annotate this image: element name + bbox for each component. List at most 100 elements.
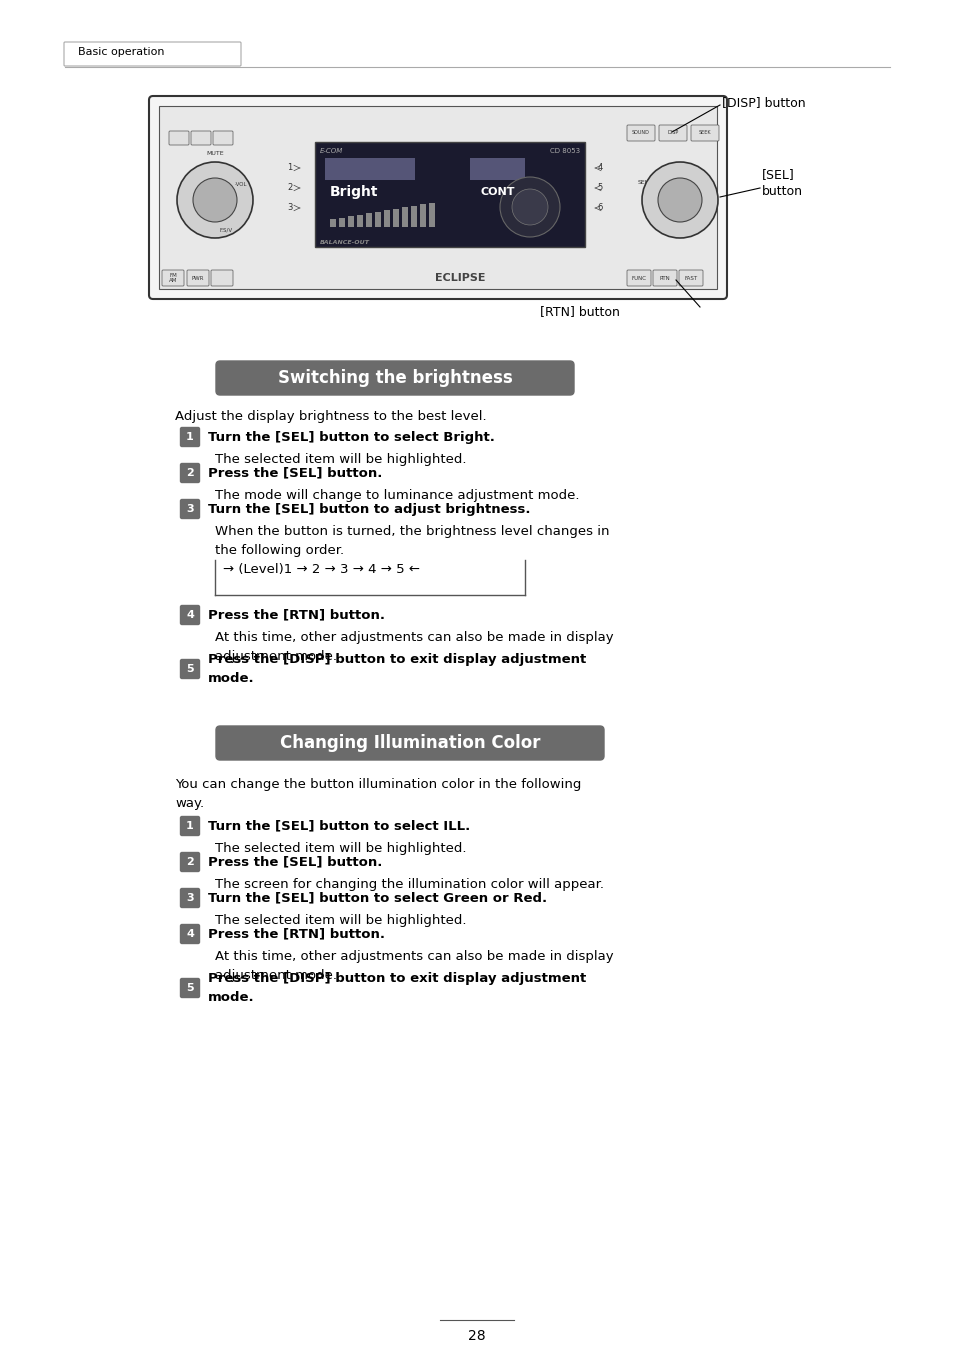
Bar xyxy=(338,218,345,228)
Text: RTN: RTN xyxy=(659,275,670,280)
FancyBboxPatch shape xyxy=(180,978,199,997)
FancyBboxPatch shape xyxy=(149,96,726,299)
Text: ECLIPSE: ECLIPSE xyxy=(435,272,485,283)
Bar xyxy=(401,207,408,228)
Text: 5: 5 xyxy=(186,664,193,673)
Text: 3: 3 xyxy=(287,203,293,213)
Text: PWR: PWR xyxy=(192,275,204,280)
FancyBboxPatch shape xyxy=(187,270,209,286)
Text: FAST: FAST xyxy=(683,275,697,280)
Circle shape xyxy=(193,178,236,222)
Text: SEEK: SEEK xyxy=(698,130,711,136)
FancyBboxPatch shape xyxy=(652,270,677,286)
FancyBboxPatch shape xyxy=(180,463,199,482)
Text: 4: 4 xyxy=(597,164,602,172)
FancyBboxPatch shape xyxy=(213,131,233,145)
Text: Turn the [SEL] button to select ILL.: Turn the [SEL] button to select ILL. xyxy=(208,820,470,832)
FancyBboxPatch shape xyxy=(679,270,702,286)
Text: 1: 1 xyxy=(186,432,193,442)
FancyBboxPatch shape xyxy=(180,606,199,625)
Text: Press the [DISP] button to exit display adjustment
mode.: Press the [DISP] button to exit display … xyxy=(208,653,586,686)
Text: Turn the [SEL] button to select Green or Red.: Turn the [SEL] button to select Green or… xyxy=(208,892,547,905)
Circle shape xyxy=(499,178,559,237)
Text: E-COM: E-COM xyxy=(319,148,343,154)
FancyBboxPatch shape xyxy=(180,924,199,943)
Text: 2: 2 xyxy=(186,856,193,867)
Text: BALANCE-OUT: BALANCE-OUT xyxy=(319,240,370,244)
Circle shape xyxy=(641,163,718,238)
Text: [RTN] button: [RTN] button xyxy=(539,305,619,318)
Text: Press the [SEL] button.: Press the [SEL] button. xyxy=(208,855,382,869)
FancyBboxPatch shape xyxy=(180,660,199,679)
Circle shape xyxy=(512,188,547,225)
Text: -VOL: -VOL xyxy=(234,183,247,187)
Text: 3: 3 xyxy=(186,893,193,902)
Text: Switching the brightness: Switching the brightness xyxy=(277,369,512,388)
Text: → (Level)1 → 2 → 3 → 4 → 5 ←: → (Level)1 → 2 → 3 → 4 → 5 ← xyxy=(223,562,419,576)
Text: Press the [RTN] button.: Press the [RTN] button. xyxy=(208,928,385,940)
Text: The selected item will be highlighted.: The selected item will be highlighted. xyxy=(214,841,466,855)
FancyBboxPatch shape xyxy=(191,131,211,145)
Circle shape xyxy=(177,163,253,238)
Text: 1: 1 xyxy=(186,821,193,831)
Text: Press the [SEL] button.: Press the [SEL] button. xyxy=(208,466,382,480)
FancyBboxPatch shape xyxy=(659,125,686,141)
Text: You can change the button illumination color in the following
way.: You can change the button illumination c… xyxy=(174,778,580,810)
Text: FUNC: FUNC xyxy=(631,275,646,280)
FancyBboxPatch shape xyxy=(690,125,719,141)
Text: 5: 5 xyxy=(597,183,602,192)
FancyBboxPatch shape xyxy=(180,427,199,447)
FancyBboxPatch shape xyxy=(180,852,199,871)
Text: The selected item will be highlighted.: The selected item will be highlighted. xyxy=(214,453,466,466)
Bar xyxy=(159,106,717,289)
FancyBboxPatch shape xyxy=(215,360,574,396)
Text: DISP: DISP xyxy=(667,130,678,136)
Text: 2: 2 xyxy=(287,183,293,192)
FancyBboxPatch shape xyxy=(626,125,655,141)
Text: Changing Illumination Color: Changing Illumination Color xyxy=(279,734,539,752)
Text: Adjust the display brightness to the best level.: Adjust the display brightness to the bes… xyxy=(174,411,486,423)
FancyBboxPatch shape xyxy=(64,42,241,66)
Text: CONT: CONT xyxy=(480,187,515,196)
Text: CD 8053: CD 8053 xyxy=(549,148,579,154)
Bar xyxy=(348,215,354,228)
Bar xyxy=(393,209,398,228)
Text: 6: 6 xyxy=(597,203,602,213)
Text: 5: 5 xyxy=(186,982,193,993)
Bar xyxy=(325,159,415,180)
Circle shape xyxy=(658,178,701,222)
Text: The mode will change to luminance adjustment mode.: The mode will change to luminance adjust… xyxy=(214,489,578,501)
Text: 4: 4 xyxy=(186,930,193,939)
Text: [SEL]
button: [SEL] button xyxy=(761,168,802,198)
Bar xyxy=(375,211,380,228)
Bar xyxy=(470,159,524,180)
Text: 2: 2 xyxy=(186,467,193,478)
Text: At this time, other adjustments can also be made in display
adjustment mode.: At this time, other adjustments can also… xyxy=(214,631,613,663)
Text: At this time, other adjustments can also be made in display
adjustment mode.: At this time, other adjustments can also… xyxy=(214,950,613,982)
Text: FM
AM: FM AM xyxy=(169,272,177,283)
Bar xyxy=(419,205,426,228)
Text: Turn the [SEL] button to select Bright.: Turn the [SEL] button to select Bright. xyxy=(208,431,495,443)
Text: The screen for changing the illumination color will appear.: The screen for changing the illumination… xyxy=(214,878,603,892)
Text: F.S/V: F.S/V xyxy=(220,228,233,233)
Text: 28: 28 xyxy=(468,1329,485,1343)
Bar xyxy=(384,210,390,228)
Text: SOUND: SOUND xyxy=(632,130,649,136)
Text: 4: 4 xyxy=(186,610,193,621)
Text: Bright: Bright xyxy=(330,186,378,199)
Bar xyxy=(356,214,363,228)
Text: 1: 1 xyxy=(287,164,293,172)
FancyBboxPatch shape xyxy=(162,270,184,286)
Text: When the button is turned, the brightness level changes in
the following order.: When the button is turned, the brightnes… xyxy=(214,524,609,557)
Text: MUTE: MUTE xyxy=(206,150,224,156)
Text: Turn the [SEL] button to adjust brightness.: Turn the [SEL] button to adjust brightne… xyxy=(208,503,530,515)
Text: Press the [DISP] button to exit display adjustment
mode.: Press the [DISP] button to exit display … xyxy=(208,972,586,1004)
Text: SEL-: SEL- xyxy=(638,179,651,184)
Bar xyxy=(429,202,435,228)
FancyBboxPatch shape xyxy=(211,270,233,286)
Text: Basic operation: Basic operation xyxy=(78,47,164,57)
FancyBboxPatch shape xyxy=(626,270,650,286)
FancyBboxPatch shape xyxy=(180,889,199,908)
Bar xyxy=(330,220,335,228)
FancyBboxPatch shape xyxy=(215,726,603,760)
